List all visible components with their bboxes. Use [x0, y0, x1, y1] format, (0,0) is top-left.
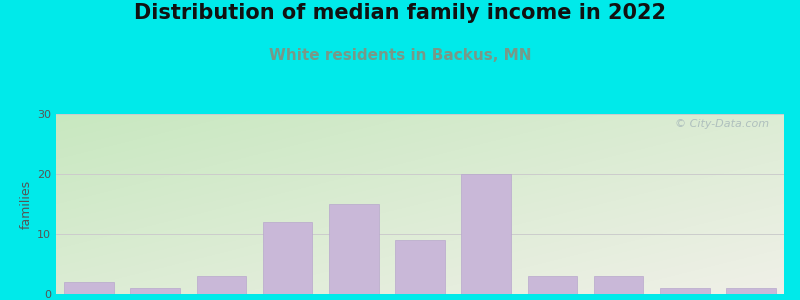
Bar	[263, 222, 313, 294]
Bar	[462, 174, 511, 294]
Bar	[527, 276, 577, 294]
Bar	[64, 282, 114, 294]
Bar	[660, 288, 710, 294]
Bar	[594, 276, 643, 294]
Bar	[726, 288, 776, 294]
Text: © City-Data.com: © City-Data.com	[675, 119, 770, 129]
Text: White residents in Backus, MN: White residents in Backus, MN	[269, 48, 531, 63]
Text: Distribution of median family income in 2022: Distribution of median family income in …	[134, 3, 666, 23]
Bar	[197, 276, 246, 294]
Y-axis label: families: families	[20, 179, 33, 229]
Bar	[395, 240, 445, 294]
Bar	[130, 288, 180, 294]
Bar	[329, 204, 378, 294]
